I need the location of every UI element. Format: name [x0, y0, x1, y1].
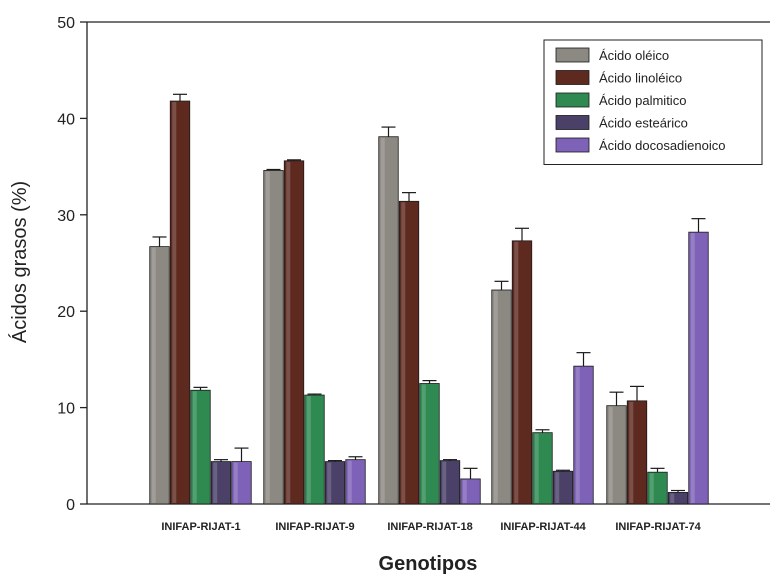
bar-highlight: [265, 171, 270, 503]
bar-highlight: [649, 473, 654, 503]
bar-highlight: [493, 290, 498, 503]
bar-highlight: [514, 241, 519, 503]
bar-highlight: [462, 479, 467, 503]
y-tick-label: 40: [57, 111, 75, 128]
x-tick-label: INIFAP-RIJAT-9: [275, 521, 354, 533]
bar-highlight: [192, 391, 197, 503]
bar-highlight: [151, 247, 156, 503]
bar-highlight: [670, 493, 675, 503]
bar-highlight: [306, 396, 311, 503]
legend-swatch: [555, 92, 590, 108]
legend-label: Ácido docosadienoico: [599, 138, 725, 153]
y-tick-label: 50: [57, 15, 75, 32]
bar-highlight: [286, 161, 291, 504]
y-axis-title: Ácidos grasos (%): [8, 181, 31, 343]
bar-highlight: [608, 406, 613, 503]
bar-highlight: [534, 433, 539, 503]
x-tick-label: INIFAP-RIJAT-1: [161, 521, 240, 533]
y-tick-label: 10: [57, 401, 75, 418]
bar-highlight: [555, 472, 560, 503]
legend-label: Ácido esteárico: [599, 116, 688, 131]
bar-highlight: [421, 384, 426, 503]
bar-highlight: [401, 202, 406, 503]
bar-highlight: [690, 233, 695, 504]
bar-highlight: [380, 137, 385, 503]
x-tick-label: INIFAP-RIJAT-18: [387, 521, 472, 533]
legend-swatch: [555, 137, 590, 153]
bar-highlight: [172, 102, 177, 503]
x-tick-label: INIFAP-RIJAT-74: [615, 521, 701, 533]
x-axis-title: Genotipos: [379, 553, 478, 575]
legend-label: Ácido linoléico: [599, 71, 682, 86]
y-tick-label: 20: [57, 304, 75, 321]
legend-label: Ácido oléico: [599, 48, 669, 63]
bar-highlight: [233, 462, 238, 503]
x-tick-label: INIFAP-RIJAT-44: [500, 521, 586, 533]
legend-swatch: [555, 47, 590, 63]
bar-highlight: [347, 460, 352, 503]
legend-swatch: [555, 115, 590, 130]
bar-highlight: [629, 401, 634, 503]
y-tick-label: 0: [66, 497, 75, 514]
legend-label: Ácido palmitico: [599, 93, 686, 108]
plot-area: 0 10 20 30 40 50 INIFAP-RIJAT-1 INIFAP-RIJAT-9 I…: [57, 15, 770, 533]
bar-highlight: [575, 367, 580, 503]
bar-highlight: [327, 462, 332, 503]
legend: Ácido oléico Ácido linoléico Ácido palmiti…: [543, 39, 763, 165]
y-tick-label: 30: [57, 208, 75, 225]
bar-highlight: [442, 461, 447, 503]
bar-highlight: [213, 462, 218, 503]
legend-swatch: [555, 70, 590, 85]
